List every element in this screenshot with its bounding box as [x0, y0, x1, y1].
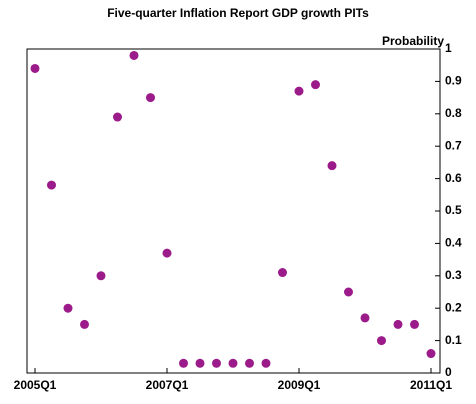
point	[228, 358, 238, 368]
point	[30, 63, 40, 73]
point	[129, 50, 139, 60]
x-tick-label: 2005Q1	[14, 378, 57, 392]
x-tick-label: 2009Q1	[278, 378, 321, 392]
y-tick-label: 0.2	[445, 300, 462, 314]
point	[245, 358, 254, 368]
y-tick-label: 0.8	[445, 106, 462, 120]
point	[377, 336, 386, 346]
point	[393, 319, 403, 329]
point	[278, 268, 287, 278]
point	[96, 271, 106, 281]
y-tick-label: 0.6	[445, 171, 462, 185]
chart-title: Five-quarter Inflation Report GDP growth…	[107, 6, 369, 20]
y-tick-label: 0.4	[445, 236, 462, 250]
y-tick-label: 1	[445, 41, 452, 55]
point	[311, 80, 320, 90]
point	[63, 303, 73, 313]
y-tick-label: 0	[445, 365, 452, 379]
point	[162, 248, 172, 258]
y-tick-label: 0.1	[445, 333, 462, 347]
point	[327, 161, 337, 171]
x-tick-label: 2007Q1	[146, 378, 189, 392]
point	[212, 358, 221, 368]
point	[146, 93, 155, 103]
point	[294, 86, 304, 96]
point	[426, 349, 436, 359]
point	[261, 358, 271, 368]
point	[360, 313, 370, 323]
point	[410, 319, 419, 329]
y-axis-label: Probability	[382, 34, 444, 48]
x-tick-label: 2011Q1	[410, 378, 452, 392]
point	[113, 112, 122, 122]
y-tick-label: 0.3	[445, 268, 462, 282]
point	[80, 319, 89, 329]
point	[344, 287, 353, 297]
y-tick-label: 0.9	[445, 74, 462, 88]
y-tick-label: 0.5	[445, 203, 462, 217]
y-tick-label: 0.7	[445, 138, 462, 152]
point	[47, 180, 56, 190]
point	[179, 358, 188, 368]
point	[195, 358, 205, 368]
